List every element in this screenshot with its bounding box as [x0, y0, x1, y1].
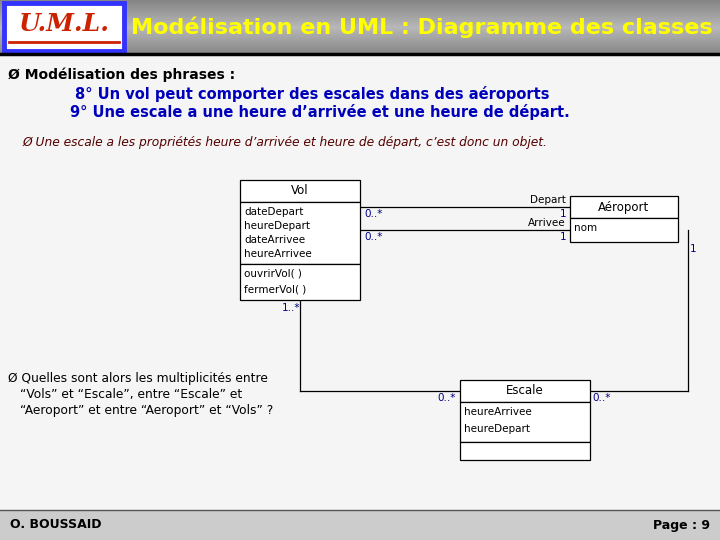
Text: 9° Une escale a une heure d’arrivée et une heure de départ.: 9° Une escale a une heure d’arrivée et u… — [70, 104, 570, 120]
Bar — [240, 202, 360, 264]
Text: Ø Une escale a les propriétés heure d’arrivée et heure de départ, c’est donc un : Ø Une escale a les propriétés heure d’ar… — [22, 136, 547, 149]
Text: Vol: Vol — [291, 185, 309, 198]
Text: 1: 1 — [559, 209, 566, 219]
Text: Aéroport: Aéroport — [598, 200, 649, 213]
Bar — [0, 11, 720, 12]
Text: 0..*: 0..* — [592, 393, 611, 403]
Text: dateArrivee: dateArrivee — [244, 235, 305, 245]
Text: 1..*: 1..* — [282, 303, 300, 313]
Bar — [0, 0, 720, 1]
Text: 1: 1 — [559, 232, 566, 242]
Bar — [460, 402, 590, 442]
Text: 0..*: 0..* — [364, 232, 382, 242]
Text: heureDepart: heureDepart — [244, 221, 310, 231]
Bar — [0, 52, 720, 53]
Text: fermerVol( ): fermerVol( ) — [244, 285, 306, 295]
Bar — [0, 2, 720, 3]
Bar — [0, 26, 720, 27]
Bar — [0, 9, 720, 10]
Bar — [0, 53, 720, 54]
Bar — [0, 43, 720, 44]
Text: Depart: Depart — [530, 195, 566, 205]
Bar — [0, 37, 720, 38]
Bar — [0, 40, 720, 41]
Bar — [240, 264, 360, 300]
Text: Modélisation en UML : Diagramme des classes: Modélisation en UML : Diagramme des clas… — [131, 16, 713, 38]
Bar — [0, 8, 720, 9]
Bar — [0, 32, 720, 33]
Bar — [460, 380, 590, 402]
Text: Arrivee: Arrivee — [528, 218, 566, 228]
Bar — [0, 1, 720, 2]
Text: 1: 1 — [690, 244, 697, 254]
Text: 0..*: 0..* — [364, 209, 382, 219]
Bar — [0, 33, 720, 34]
Bar — [0, 45, 720, 46]
Bar — [570, 218, 678, 242]
Bar — [0, 6, 720, 7]
Text: 8° Un vol peut comporter des escales dans des aéroports: 8° Un vol peut comporter des escales dan… — [75, 86, 549, 102]
Bar — [0, 27, 720, 28]
Bar — [460, 442, 590, 460]
Bar — [0, 51, 720, 52]
Bar — [0, 34, 720, 35]
Bar — [0, 41, 720, 42]
Bar — [0, 17, 720, 18]
Bar — [0, 35, 720, 36]
Bar — [0, 4, 720, 5]
Bar — [0, 18, 720, 19]
Bar — [0, 47, 720, 48]
Bar — [0, 42, 720, 43]
Bar — [0, 16, 720, 17]
Text: “Vols” et “Escale”, entre “Escale” et: “Vols” et “Escale”, entre “Escale” et — [20, 388, 242, 401]
Bar — [0, 510, 720, 540]
Bar — [0, 39, 720, 40]
Bar — [240, 180, 360, 202]
Text: Page : 9: Page : 9 — [653, 518, 710, 531]
Text: dateDepart: dateDepart — [244, 207, 303, 217]
Bar — [0, 21, 720, 22]
Bar — [0, 36, 720, 37]
Bar — [0, 29, 720, 30]
Text: Ø Quelles sont alors les multiplicités entre: Ø Quelles sont alors les multiplicités e… — [8, 372, 268, 385]
Bar — [0, 20, 720, 21]
Bar — [0, 14, 720, 15]
Text: heureDepart: heureDepart — [464, 424, 530, 434]
Bar — [4, 3, 124, 51]
Text: Escale: Escale — [506, 384, 544, 397]
Text: O. BOUSSAID: O. BOUSSAID — [10, 518, 102, 531]
Text: heureArrivee: heureArrivee — [464, 407, 532, 417]
Bar — [0, 31, 720, 32]
Bar — [0, 24, 720, 25]
Bar — [0, 3, 720, 4]
Bar — [0, 28, 720, 29]
Bar — [0, 7, 720, 8]
Text: 0..*: 0..* — [438, 393, 456, 403]
Bar — [0, 13, 720, 14]
Text: Ø Modélisation des phrases :: Ø Modélisation des phrases : — [8, 68, 235, 83]
Bar — [0, 38, 720, 39]
Bar — [0, 48, 720, 49]
Text: ouvrirVol( ): ouvrirVol( ) — [244, 269, 302, 279]
Text: heureArrivee: heureArrivee — [244, 249, 312, 259]
Text: U.M.L.: U.M.L. — [19, 12, 109, 36]
Bar — [0, 15, 720, 16]
Bar — [570, 196, 678, 218]
Bar — [0, 50, 720, 51]
Bar — [0, 25, 720, 26]
Bar — [0, 49, 720, 50]
Bar — [0, 10, 720, 11]
Bar — [0, 19, 720, 20]
Bar — [0, 23, 720, 24]
Bar — [0, 46, 720, 47]
Bar — [0, 30, 720, 31]
Bar — [0, 12, 720, 13]
Bar — [0, 44, 720, 45]
Bar — [0, 22, 720, 23]
Bar — [0, 5, 720, 6]
Text: “Aeroport” et entre “Aeroport” et “Vols” ?: “Aeroport” et entre “Aeroport” et “Vols”… — [20, 404, 274, 417]
Text: nom: nom — [574, 223, 597, 233]
